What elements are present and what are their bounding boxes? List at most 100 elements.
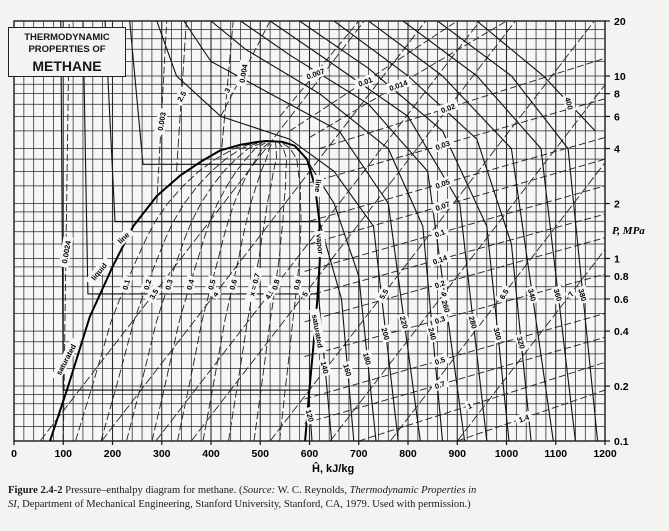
y-tick-label: 1 <box>614 253 620 265</box>
isotherm-label-group: 120 <box>303 406 318 426</box>
y-tick-label: 0.6 <box>614 294 629 306</box>
isochore-line <box>304 237 605 323</box>
caption-source-label: Source: <box>242 485 276 496</box>
isochore-label-group: 0.0024 <box>58 236 74 268</box>
isochore-line <box>309 98 605 184</box>
isentrope-label-bg <box>437 288 450 300</box>
isochore-line <box>304 273 605 358</box>
y-tick-label: 0.4 <box>614 326 629 338</box>
quality-label-group: 0.5 <box>204 275 219 294</box>
isochore-label: 0.0024 <box>60 239 73 264</box>
isotherm-label-group: 400 <box>562 93 577 113</box>
isotherm-label-group: 260 <box>439 296 454 316</box>
isochore-label-group: 0.004 <box>235 59 251 88</box>
figure-caption: Figure 2.4-2 Pressure–enthalpy diagram f… <box>8 484 478 512</box>
isotherm-line <box>183 21 421 441</box>
x-tick-label: 400 <box>202 448 220 460</box>
isochore-label-bg <box>235 59 251 88</box>
quality-label: 0.8 <box>270 278 281 290</box>
isentrope-label-group: 6 <box>437 288 450 300</box>
quality-label-group: 0.1 <box>118 275 133 294</box>
isotherm-label: 280 <box>467 315 479 329</box>
isotherm-label: 320 <box>515 335 527 349</box>
axes: 0 100 200 300 400 500 600 700 800 900 1000 1100 1200… <box>11 16 629 460</box>
isotherm-label: 260 <box>440 299 452 313</box>
quality-line <box>202 142 273 441</box>
caption-label: Figure 2.4-2 <box>8 485 63 496</box>
saturated-liquid-label-bg <box>85 256 113 287</box>
isotherm-label-group: 300 <box>490 324 505 344</box>
isochore-label-bg <box>430 225 450 241</box>
isochore-label-group: 0.1 <box>430 225 450 241</box>
saturated-vapor-label: vapor <box>314 233 325 254</box>
isentrope-label-bg <box>144 284 163 304</box>
quality-label-bg <box>289 275 304 294</box>
isentrope-label-group: 3 <box>220 84 234 96</box>
isochore-label-bg <box>430 311 450 328</box>
isotherm-label-bg <box>317 357 333 377</box>
isotherm-label-bg <box>466 312 481 332</box>
y-tick-label: 0.8 <box>614 271 629 283</box>
y-tick-label: 6 <box>614 111 620 123</box>
isotherm-label-group: 220 <box>397 312 412 332</box>
y-tick-label: 0.2 <box>614 381 629 393</box>
saturated-liquid-label-bg <box>50 337 81 382</box>
saturated-vapor-label-bg <box>309 308 327 354</box>
quality-line <box>253 142 288 441</box>
isentrope-label-group: 7 <box>564 288 577 300</box>
isotherm-label-group: 320 <box>514 333 529 352</box>
isentrope-label-bg <box>172 86 190 106</box>
caption-text: Pressure–enthalpy diagram for methane. ( <box>62 485 243 496</box>
isotherm-label: 300 <box>491 327 503 341</box>
isochore-label-group: 0.2 <box>430 276 450 292</box>
saturation-dome <box>49 139 321 441</box>
curves <box>39 21 605 441</box>
isentrope-label-bg <box>495 284 513 304</box>
isotherm-label-group: 280 <box>466 312 481 332</box>
quality-label-bg <box>161 275 176 294</box>
saturated-vapor-label-group: line <box>312 174 325 197</box>
y-tick-label: 8 <box>614 89 620 101</box>
isentrope-label-group: 5 <box>298 288 311 300</box>
isochore-label-bg <box>430 276 450 292</box>
isochore-label-bg <box>430 136 455 154</box>
x-tick-label: 300 <box>153 448 171 460</box>
x-tick-label: 1000 <box>495 448 519 460</box>
x-tick-label: 100 <box>54 448 72 460</box>
title-box: THERMODYNAMIC PROPERTIES OF METHANE <box>8 27 126 77</box>
isotherm-label-bg <box>397 312 412 332</box>
quality-line <box>126 142 263 441</box>
x-tick-label: 900 <box>448 448 466 460</box>
isochore-label: 1 <box>466 401 473 411</box>
isotherm-label-group: 180 <box>360 349 375 369</box>
saturated-vapor-label-bg <box>314 230 327 258</box>
quality-label: 0.4 <box>185 278 197 291</box>
saturated-vapor-label-group: vapor <box>314 230 327 258</box>
x-tick-label: 700 <box>350 448 368 460</box>
quality-label: 0.3 <box>163 278 174 290</box>
isotherm-label: 360 <box>552 288 564 302</box>
isotherm-line <box>156 21 399 441</box>
isochore-label: 0.004 <box>237 63 249 84</box>
isochore-label-bg <box>430 175 455 192</box>
x-tick-label: 1100 <box>544 448 567 460</box>
isotherm-label: 400 <box>563 96 575 110</box>
quality-label: 0.6 <box>228 278 239 290</box>
quality-label-group: 0.6 <box>225 275 240 294</box>
isochore-line <box>304 312 605 400</box>
isochore-line <box>309 137 605 222</box>
quality-label-group: 0.4 <box>182 275 198 294</box>
x-tick-label: 800 <box>399 448 417 460</box>
saturated-vapor-label-bg <box>312 174 325 197</box>
quality-label-bg <box>140 275 155 294</box>
isentrope-label-bg <box>298 288 311 300</box>
isotherm-label-bg <box>378 324 393 344</box>
isochore-label-group: 0.7 <box>430 377 450 393</box>
x-tick-label: 200 <box>104 448 122 460</box>
y-tick-label: 10 <box>614 71 626 83</box>
isochore-line <box>304 213 605 297</box>
quality-label-group: 0.3 <box>161 275 176 294</box>
saturated-liquid-label-bg <box>112 226 135 249</box>
isotherm-line <box>476 21 596 132</box>
